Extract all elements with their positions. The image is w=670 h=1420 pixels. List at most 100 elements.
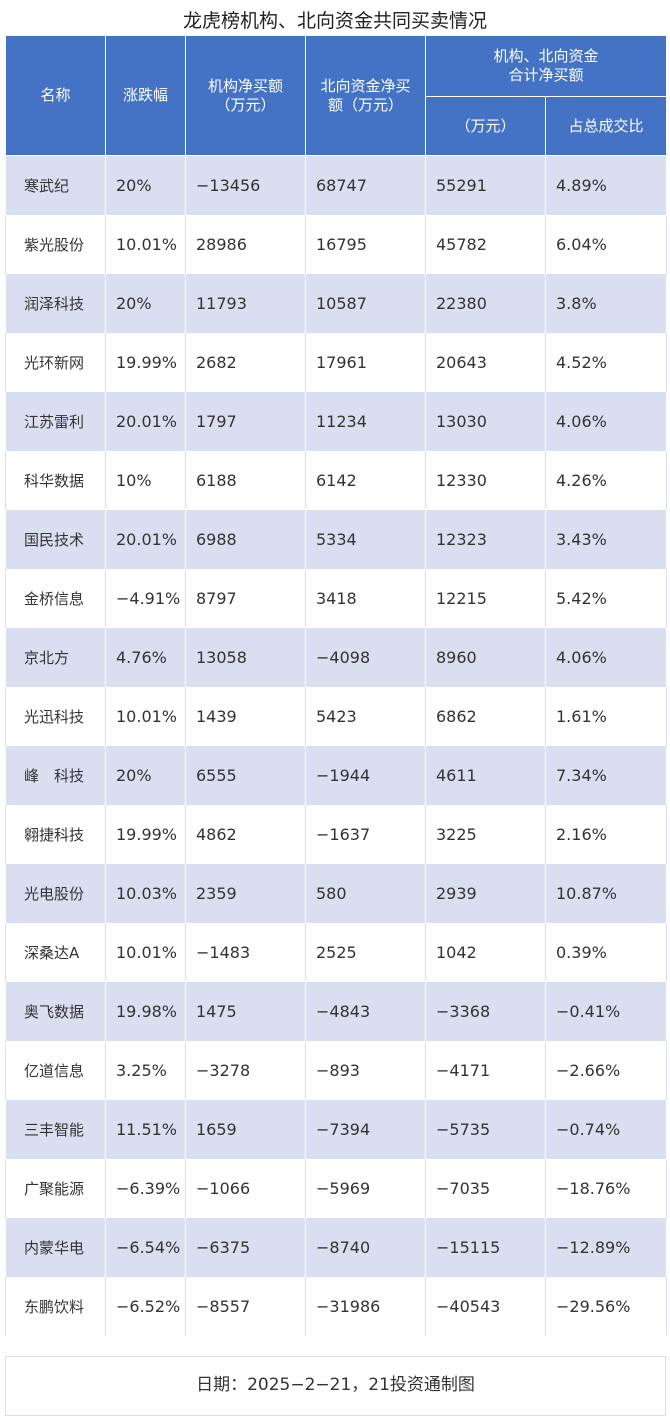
- cell-name: 光电股份: [5, 864, 106, 923]
- cell-combined-net: 3225: [425, 805, 546, 864]
- cell-ratio: −0.74%: [544, 1100, 668, 1159]
- cell-north-net: 17961: [305, 333, 426, 392]
- cell-ratio: −2.66%: [544, 1041, 668, 1100]
- cell-change: 19.99%: [105, 333, 186, 392]
- cell-north-net: 580: [305, 864, 426, 923]
- cell-inst-net: 11793: [185, 274, 306, 333]
- cell-change: 20%: [105, 746, 186, 805]
- header-change: 涨跌幅: [105, 35, 186, 156]
- cell-name: 京北方: [5, 628, 106, 687]
- cell-name: 金桥信息: [5, 569, 106, 628]
- header-combined-unit: （万元）: [425, 96, 546, 156]
- cell-north-net: 2525: [305, 923, 426, 982]
- cell-ratio: 4.89%: [544, 155, 668, 215]
- cell-name: 紫光股份: [5, 215, 106, 274]
- cell-combined-net: 12215: [425, 569, 546, 628]
- table-row: 科华数据 10% 6188 6142 12330 4.26%: [5, 451, 668, 510]
- table-header: 名称 涨跌幅 机构净买额 （万元） 北向资金净买 额（万元） 机构、北向资金 合…: [5, 35, 668, 156]
- cell-north-net: 68747: [305, 155, 426, 215]
- cell-name: 亿道信息: [5, 1041, 106, 1100]
- cell-change: −6.39%: [105, 1159, 186, 1218]
- table-row: 寒武纪 20% −13456 68747 55291 4.89%: [5, 155, 668, 215]
- cell-change: 10.01%: [105, 687, 186, 746]
- cell-inst-net: 13058: [185, 628, 306, 687]
- cell-combined-net: −7035: [425, 1159, 546, 1218]
- cell-combined-net: 20643: [425, 333, 546, 392]
- cell-combined-net: −4171: [425, 1041, 546, 1100]
- cell-combined-net: 13030: [425, 392, 546, 451]
- cell-ratio: 4.26%: [544, 451, 668, 510]
- cell-inst-net: 1475: [185, 982, 306, 1041]
- cell-north-net: −893: [305, 1041, 426, 1100]
- cell-ratio: 7.34%: [544, 746, 668, 805]
- cell-north-net: −7394: [305, 1100, 426, 1159]
- cell-change: −6.52%: [105, 1277, 186, 1336]
- cell-north-net: −4843: [305, 982, 426, 1041]
- header-north-net-line1: 北向资金净买: [320, 76, 411, 95]
- cell-name: 广聚能源: [5, 1159, 106, 1218]
- cell-inst-net: 1659: [185, 1100, 306, 1159]
- header-north-net-line2: 额（万元）: [327, 95, 403, 114]
- table-row: 江苏雷利 20.01% 1797 11234 13030 4.06%: [5, 392, 668, 451]
- table-row: 光迅科技 10.01% 1439 5423 6862 1.61%: [5, 687, 668, 746]
- table-row: 京北方 4.76% 13058 −4098 8960 4.06%: [5, 628, 668, 687]
- cell-name: 内蒙华电: [5, 1218, 106, 1277]
- cell-name: 深桑达A: [5, 923, 106, 982]
- header-inst-net-line1: 机构净买额: [207, 76, 283, 95]
- cell-combined-net: 12323: [425, 510, 546, 569]
- cell-ratio: −0.41%: [544, 982, 668, 1041]
- cell-inst-net: 6188: [185, 451, 306, 510]
- cell-name: 奥飞数据: [5, 982, 106, 1041]
- cell-combined-net: 12330: [425, 451, 546, 510]
- table-body: 寒武纪 20% −13456 68747 55291 4.89% 紫光股份 10.01% 289…: [5, 155, 668, 1336]
- cell-change: 10%: [105, 451, 186, 510]
- cell-change: 3.25%: [105, 1041, 186, 1100]
- cell-ratio: 4.52%: [544, 333, 668, 392]
- cell-combined-net: 2939: [425, 864, 546, 923]
- cell-inst-net: −8557: [185, 1277, 306, 1336]
- header-combined-ratio: 占总成交比: [544, 96, 668, 156]
- header-north-net: 北向资金净买 额（万元）: [305, 35, 426, 156]
- cell-name: 光迅科技: [5, 687, 106, 746]
- cell-inst-net: 1797: [185, 392, 306, 451]
- table-row: 翱捷科技 19.99% 4862 −1637 3225 2.16%: [5, 805, 668, 864]
- cell-north-net: 16795: [305, 215, 426, 274]
- table-row: 广聚能源 −6.39% −1066 −5969 −7035 −18.76%: [5, 1159, 668, 1218]
- cell-change: −6.54%: [105, 1218, 186, 1277]
- cell-combined-net: 4611: [425, 746, 546, 805]
- cell-name: 光环新网: [5, 333, 106, 392]
- cell-inst-net: 6988: [185, 510, 306, 569]
- cell-inst-net: 28986: [185, 215, 306, 274]
- cell-north-net: −1944: [305, 746, 426, 805]
- cell-ratio: 1.61%: [544, 687, 668, 746]
- cell-name: 翱捷科技: [5, 805, 106, 864]
- cell-combined-net: 6862: [425, 687, 546, 746]
- data-table: 名称 涨跌幅 机构净买额 （万元） 北向资金净买 额（万元） 机构、北向资金 合…: [5, 35, 668, 1336]
- header-combined-line2: 合计净买额: [508, 66, 584, 84]
- cell-change: 10.03%: [105, 864, 186, 923]
- cell-ratio: 4.06%: [544, 628, 668, 687]
- cell-inst-net: 6555: [185, 746, 306, 805]
- cell-ratio: −29.56%: [544, 1277, 668, 1336]
- cell-north-net: 6142: [305, 451, 426, 510]
- table-row: 东鹏饮料 −6.52% −8557 −31986 −40543 −29.56%: [5, 1277, 668, 1336]
- cell-ratio: 4.06%: [544, 392, 668, 451]
- cell-north-net: 3418: [305, 569, 426, 628]
- cell-inst-net: −3278: [185, 1041, 306, 1100]
- cell-combined-net: −5735: [425, 1100, 546, 1159]
- cell-ratio: 10.87%: [544, 864, 668, 923]
- cell-north-net: −1637: [305, 805, 426, 864]
- cell-inst-net: −1066: [185, 1159, 306, 1218]
- cell-inst-net: 2682: [185, 333, 306, 392]
- cell-north-net: −31986: [305, 1277, 426, 1336]
- header-combined-line1: 机构、北向资金: [493, 47, 599, 65]
- cell-north-net: 5334: [305, 510, 426, 569]
- header-name: 名称: [5, 35, 106, 156]
- cell-north-net: 11234: [305, 392, 426, 451]
- cell-ratio: 6.04%: [544, 215, 668, 274]
- table-row: 光电股份 10.03% 2359 580 2939 10.87%: [5, 864, 668, 923]
- cell-inst-net: 1439: [185, 687, 306, 746]
- cell-north-net: −5969: [305, 1159, 426, 1218]
- cell-combined-net: −40543: [425, 1277, 546, 1336]
- table-row: 润泽科技 20% 11793 10587 22380 3.8%: [5, 274, 668, 333]
